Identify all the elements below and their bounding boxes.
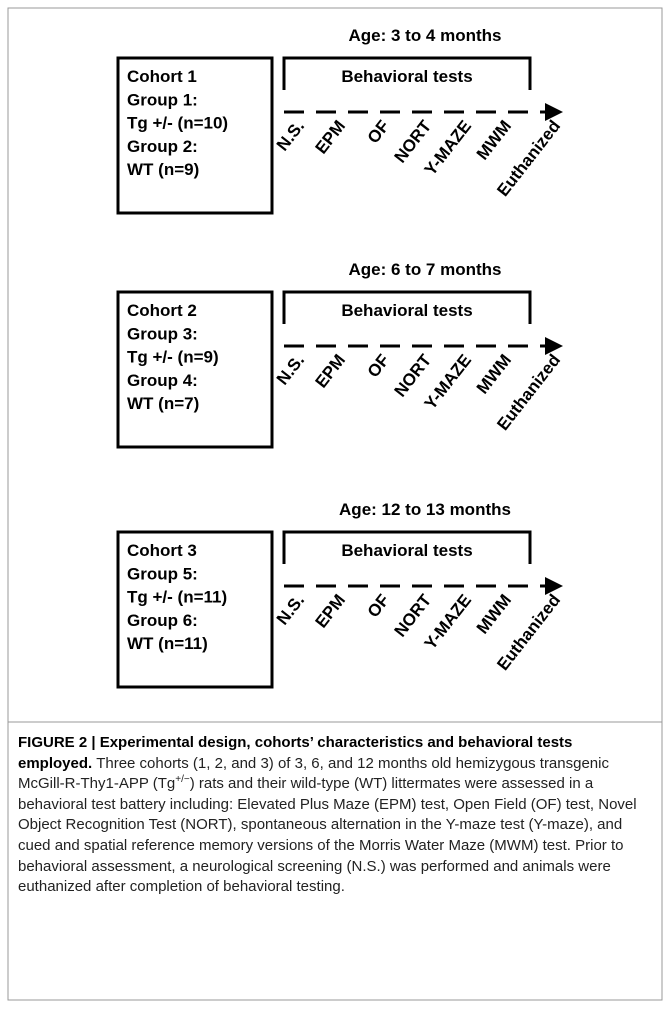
caption: FIGURE 2 | Experimental design, cohorts’… [18, 733, 654, 898]
cohort-line: Cohort 2 [127, 301, 197, 320]
bracket [282, 290, 532, 324]
test-label: EPM [311, 591, 349, 632]
cohort-line: WT (n=9) [127, 160, 199, 179]
arrow-head [545, 337, 563, 355]
age-label: Age: 6 to 7 months [348, 260, 501, 279]
bracket-label: Behavioral tests [341, 301, 472, 320]
cohort-line: Group 4: [127, 371, 198, 390]
bracket-label: Behavioral tests [341, 67, 472, 86]
age-label: Age: 3 to 4 months [348, 26, 501, 45]
cohort-line: WT (n=11) [127, 634, 208, 653]
test-label: OF [364, 351, 394, 381]
bracket [282, 530, 532, 564]
test-label: MWM [473, 591, 515, 638]
cohort-line: Group 2: [127, 137, 198, 156]
test-label: OF [364, 117, 394, 147]
cohort-box [116, 290, 274, 449]
test-label: OF [364, 591, 394, 621]
cohort-line: Group 6: [127, 611, 198, 630]
frame [7, 7, 663, 1001]
caption-text: Three cohorts (1, 2, and 3) of 3, 6, and… [18, 754, 609, 793]
caption-text: ) rats and their wild-type (WT) litterma… [18, 775, 637, 896]
cohort-line: Cohort 1 [127, 67, 197, 86]
test-label: N.S. [273, 351, 308, 389]
cohort-line: Group 1: [127, 90, 198, 109]
arrow-head [545, 103, 563, 121]
cohort-line: Group 5: [127, 564, 198, 583]
test-label: EPM [311, 351, 349, 392]
test-label: N.S. [273, 117, 308, 155]
arrow-head [545, 577, 563, 595]
cohort-box [116, 56, 274, 215]
caption-title: FIGURE 2 | Experimental design, cohorts’… [18, 734, 573, 772]
test-label: MWM [473, 351, 515, 398]
cohort-line: WT (n=7) [127, 394, 199, 413]
bracket [282, 56, 532, 90]
test-label: N.S. [273, 591, 308, 629]
cohort-line: Group 3: [127, 324, 198, 343]
age-label: Age: 12 to 13 months [339, 500, 511, 519]
cohort-line: Cohort 3 [127, 541, 197, 560]
bracket-label: Behavioral tests [341, 541, 472, 560]
cohort-line: Tg +/- (n=9) [127, 348, 219, 367]
cohort-line: Tg +/- (n=11) [127, 588, 227, 607]
test-label: MWM [473, 117, 515, 164]
caption-superscript: +/− [175, 774, 190, 786]
cohort-box [116, 530, 274, 689]
cohort-line: Tg +/- (n=10) [127, 114, 228, 133]
test-label: EPM [311, 117, 349, 158]
